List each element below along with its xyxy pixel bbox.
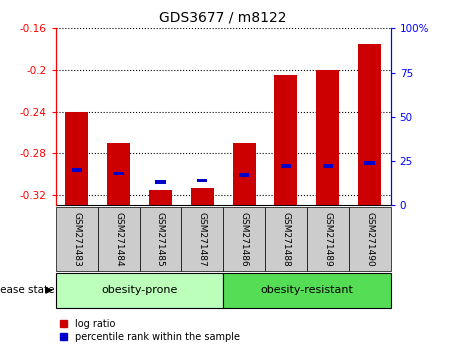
Text: obesity-resistant: obesity-resistant <box>260 285 353 295</box>
Bar <box>155 180 166 184</box>
Bar <box>197 178 207 183</box>
Bar <box>274 75 298 205</box>
Bar <box>113 171 124 175</box>
Legend: log ratio, percentile rank within the sample: log ratio, percentile rank within the sa… <box>56 315 244 346</box>
Bar <box>181 207 223 271</box>
Text: GSM271488: GSM271488 <box>281 212 291 266</box>
Bar <box>56 207 98 271</box>
Bar <box>140 207 181 271</box>
Title: GDS3677 / m8122: GDS3677 / m8122 <box>159 10 287 24</box>
Bar <box>265 207 307 271</box>
Bar <box>149 190 172 205</box>
Bar <box>107 143 130 205</box>
Text: GSM271490: GSM271490 <box>365 212 374 266</box>
Bar <box>98 207 140 271</box>
Bar <box>232 143 256 205</box>
Bar <box>349 207 391 271</box>
Bar <box>281 164 291 169</box>
Bar <box>239 173 249 177</box>
Text: GSM271485: GSM271485 <box>156 212 165 266</box>
Bar <box>223 207 265 271</box>
Bar <box>358 44 381 205</box>
Text: GSM271489: GSM271489 <box>323 212 332 266</box>
Bar <box>72 168 82 172</box>
Bar <box>65 112 88 205</box>
Text: GSM271483: GSM271483 <box>72 212 81 266</box>
Bar <box>307 207 349 271</box>
Text: GSM271487: GSM271487 <box>198 212 207 266</box>
Bar <box>365 161 375 165</box>
Bar <box>191 188 214 205</box>
Text: GSM271484: GSM271484 <box>114 212 123 266</box>
Text: obesity-prone: obesity-prone <box>101 285 178 295</box>
Text: GSM271486: GSM271486 <box>239 212 249 266</box>
Bar <box>323 164 333 169</box>
Bar <box>316 70 339 205</box>
Bar <box>56 273 223 308</box>
Bar <box>223 273 391 308</box>
Text: disease state: disease state <box>0 285 55 295</box>
